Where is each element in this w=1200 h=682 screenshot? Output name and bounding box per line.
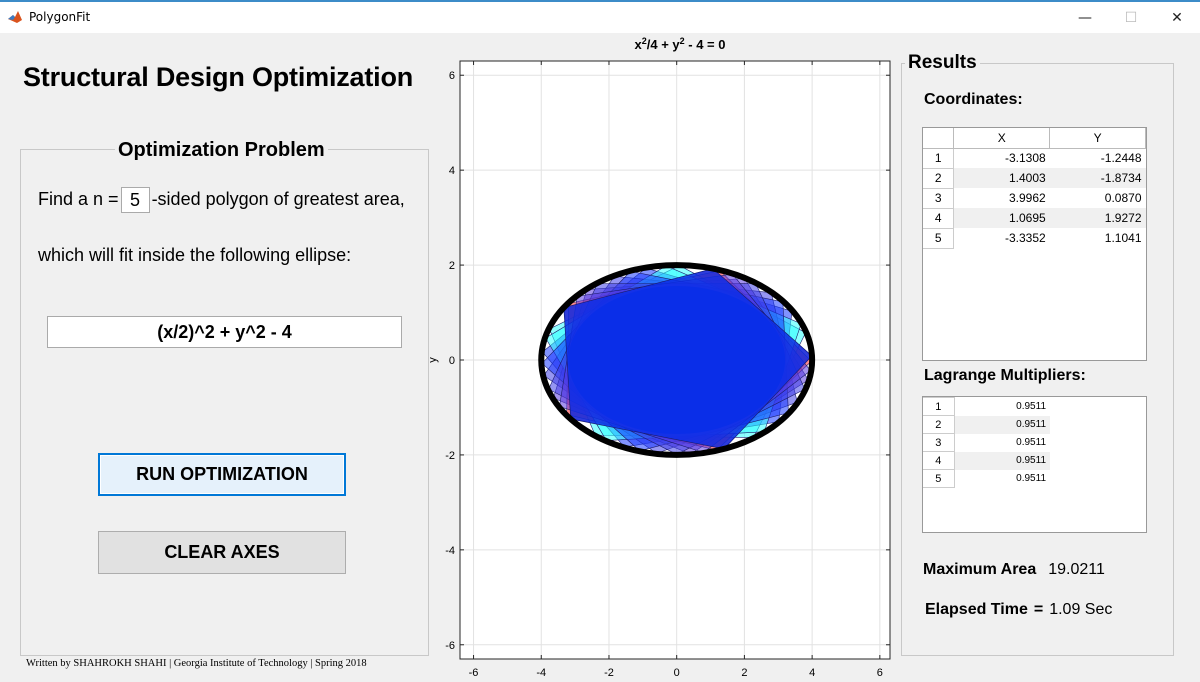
ellipse-expression-input[interactable]: (x/2)^2 + y^2 - 4 [47, 316, 402, 348]
y-cell[interactable]: 1.1041 [1104, 231, 1142, 245]
y-cell[interactable]: -1.2448 [1100, 151, 1142, 166]
lagrange-table[interactable]: 1 0.9511 2 0.9511 3 0.9511 4 0.9511 5 0.9511 [922, 396, 1147, 533]
minimize-button[interactable]: — [1078, 10, 1092, 26]
table-row[interactable]: 3 3.9962 0.0870 [923, 187, 1146, 209]
x-tick-label: 4 [809, 667, 815, 679]
n-sides-input[interactable]: 5 [120, 187, 150, 213]
coordinates-table[interactable]: X Y 1 -3.1308 -1.2448 2 1.4003 -1.8734 3 3.9962… [922, 127, 1147, 361]
row-header: 3 [923, 433, 955, 452]
x-tick-label: -4 [536, 667, 546, 679]
y-axis-label: y [430, 357, 439, 363]
x-tick-label: 2 [741, 667, 747, 679]
y-cell[interactable]: 0.0870 [1104, 191, 1142, 205]
problem-suffix: -sided polygon of greatest area, [151, 188, 405, 209]
polygon-overlays [541, 265, 813, 455]
x-cell[interactable]: 3.9962 [1009, 191, 1046, 205]
max-area-value: 19.0211 [1048, 561, 1105, 578]
row-header: 4 [923, 207, 955, 229]
table-row[interactable]: 1 -3.1308 -1.2448 [923, 147, 1146, 169]
table-row[interactable]: 2 1.4003 -1.8734 [923, 167, 1146, 189]
corner-header [923, 128, 955, 149]
y-tick-label: -4 [445, 545, 455, 557]
table-row[interactable]: 2 0.9511 [923, 415, 1050, 434]
max-area-readout: Maximum Area 19.0211 [923, 561, 1105, 579]
table-row[interactable]: 5 -3.3352 1.1041 [923, 227, 1146, 249]
row-header: 2 [923, 167, 955, 189]
row-header: 3 [923, 187, 955, 209]
table-row[interactable]: 5 0.9511 [923, 469, 1050, 488]
x-cell[interactable]: 1.0695 [953, 208, 1050, 228]
table-row[interactable]: 4 0.9511 [923, 451, 1050, 470]
window-title: PolygonFit [29, 10, 91, 24]
multiplier-cell[interactable]: 0.9511 [1016, 401, 1046, 412]
coordinates-label: Coordinates: [924, 91, 1023, 108]
results-panel: Results [901, 52, 1174, 656]
x-cell[interactable]: -3.3352 [1005, 231, 1046, 245]
optimization-problem-panel: Optimization Problem [20, 139, 429, 656]
plot-title: x2/4 + y2 - 4 = 0 [635, 36, 726, 52]
x-tick-label: -2 [604, 667, 614, 679]
x-tick-label: -6 [469, 667, 479, 679]
maximize-button[interactable]: ☐ [1124, 10, 1138, 26]
y-tick-label: -6 [445, 640, 455, 652]
max-area-label: Maximum Area [923, 561, 1037, 578]
row-header: 5 [923, 469, 955, 488]
x-cell[interactable]: -3.1308 [1005, 151, 1046, 166]
polygon-overlap-core [568, 285, 786, 435]
title-bar: PolygonFit — ☐ ✕ [0, 0, 1200, 33]
problem-statement-line2: which will fit inside the following elli… [38, 245, 352, 265]
optimization-problem-title: Optimization Problem [115, 139, 328, 162]
column-header-x: X [953, 128, 1051, 149]
x-tick-label: 0 [674, 667, 680, 679]
close-button[interactable]: ✕ [1171, 10, 1183, 26]
row-header: 5 [923, 227, 955, 249]
y-tick-label: 2 [449, 260, 455, 272]
row-header: 2 [923, 415, 955, 434]
elapsed-equals: = [1033, 601, 1044, 618]
elapsed-time-readout: Elapsed Time = 1.09 Sec [925, 601, 1112, 619]
y-cell[interactable]: 1.9272 [1049, 208, 1146, 228]
table-row[interactable]: 4 1.0695 1.9272 [923, 207, 1146, 229]
y-tick-label: -2 [445, 450, 455, 462]
credit-text: Written by SHAHROKH SHAHI | Georgia Inst… [26, 658, 367, 669]
y-tick-label: 4 [449, 165, 455, 177]
row-header: 4 [923, 451, 955, 470]
app-title: Structural Design Optimization [23, 62, 414, 92]
multiplier-cell[interactable]: 0.9511 [954, 415, 1050, 434]
multiplier-cell[interactable]: 0.9511 [1016, 473, 1046, 484]
ellipse-plot[interactable]: x2/4 + y2 - 4 = 0 -6 -4 -2 0 2 4 6 -6 -4 -2 0 2 4 6 y [430, 34, 900, 682]
x-cell[interactable]: 1.4003 [953, 168, 1050, 188]
ellipse-curve [538, 262, 816, 458]
elapsed-label: Elapsed Time [925, 601, 1028, 618]
table-row[interactable]: 1 0.9511 [923, 397, 1050, 416]
plot-ticks: -6 -4 -2 0 2 4 6 -6 -4 -2 0 2 4 6 [445, 61, 890, 679]
y-cell[interactable]: -1.8734 [1049, 168, 1146, 188]
ellipse-boundary [538, 262, 816, 458]
x-tick-label: 6 [877, 667, 883, 679]
row-header: 1 [923, 147, 955, 169]
multiplier-cell[interactable]: 0.9511 [954, 451, 1050, 470]
y-tick-label: 0 [449, 355, 455, 367]
column-header-y: Y [1049, 128, 1146, 149]
problem-statement-line1: Find a n = 5 -sided polygon of greatest ar… [38, 187, 405, 213]
elapsed-value: 1.09 Sec [1049, 601, 1113, 618]
problem-prefix: Find a n = [38, 188, 119, 209]
run-optimization-button[interactable]: RUN OPTIMIZATION [98, 453, 346, 496]
clear-axes-button[interactable]: CLEAR AXES [98, 531, 346, 574]
matlab-logo-icon [8, 11, 22, 23]
lagrange-label: Lagrange Multipliers: [924, 367, 1086, 384]
row-header: 1 [923, 397, 955, 416]
multiplier-cell[interactable]: 0.9511 [1016, 437, 1046, 448]
y-tick-label: 6 [449, 70, 455, 82]
table-row[interactable]: 3 0.9511 [923, 433, 1050, 452]
results-title: Results [905, 52, 980, 74]
